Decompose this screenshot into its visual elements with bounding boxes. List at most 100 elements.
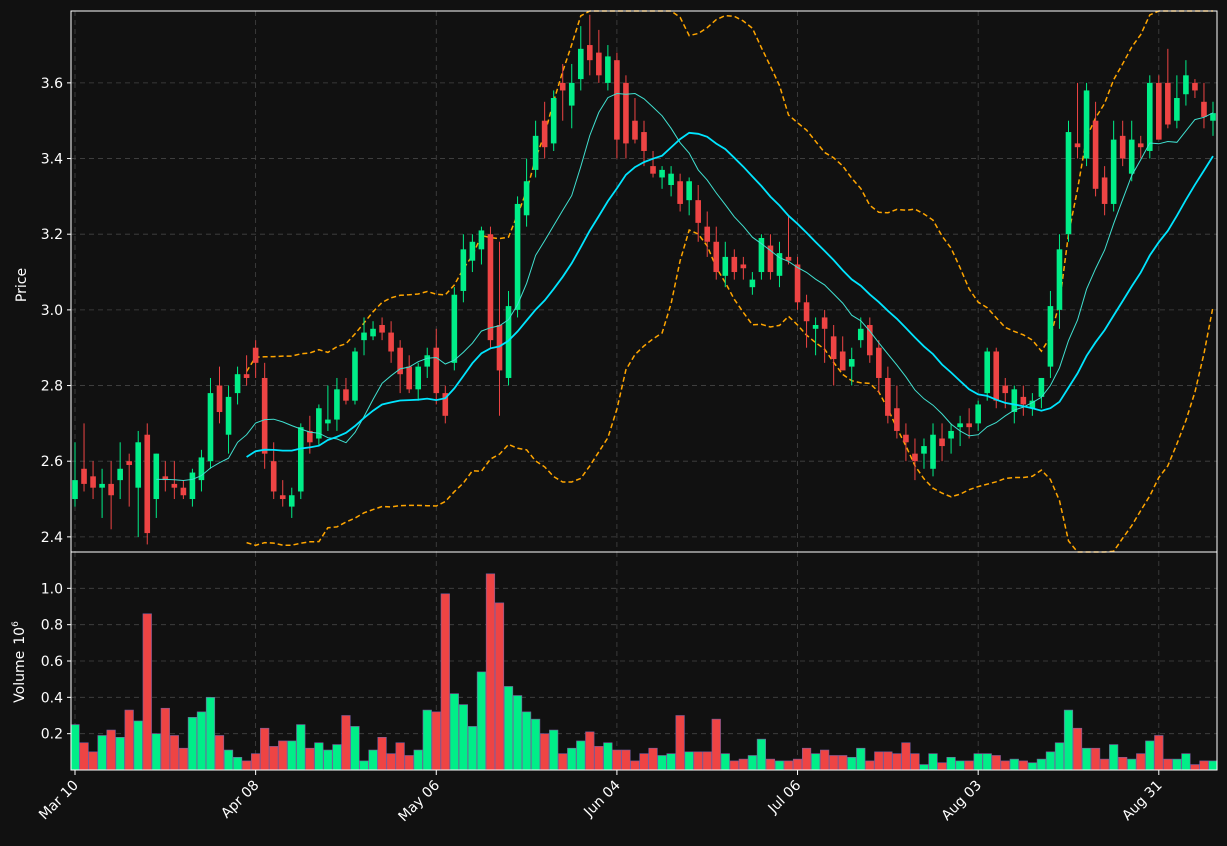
candle-body [406,366,412,390]
candle-body [162,476,169,481]
volume-bar [1045,751,1056,771]
candle-body [180,487,187,496]
volume-bar [1163,758,1173,771]
volume-bar [747,755,757,771]
volume-bar [684,751,694,771]
candle-body [72,480,78,500]
candle-body [442,393,449,416]
volume-bar [612,749,622,771]
volume-bar [368,749,378,771]
volume-exponent-power: 6 [11,621,21,627]
volume-bar [738,758,748,771]
candle-body [830,336,837,360]
volume-bar [675,715,685,771]
candle-body [496,325,503,371]
volume-bar [910,753,920,771]
candle-body [794,264,801,303]
ma-slow-line [246,131,1214,458]
volume-bar [440,593,450,771]
candle-body [686,181,692,201]
candle-body [189,472,196,500]
candle-body [722,256,729,276]
volume-bar [919,764,929,771]
volume-bar [1100,758,1110,771]
volume-bar [359,760,369,771]
volume-bar [829,755,839,771]
volume-bar [1090,747,1101,771]
candle-body [857,328,864,341]
volume-bar [196,711,207,771]
volume-bar [693,751,703,771]
candle-body [1128,139,1135,174]
volume-bar [540,733,550,771]
volume-bar [1127,758,1137,771]
candle-body [1083,90,1090,159]
volume-bar [133,720,143,771]
price-tick-label: 2.6 [41,454,63,470]
candle-body [632,120,638,140]
candle-body [1156,82,1162,140]
candle-body [460,249,467,291]
candle-body [704,226,711,242]
candle-body [81,468,87,484]
volume-bar [296,724,306,771]
candle-body [1038,377,1045,397]
volume-bar [422,709,432,771]
volume-bar [124,709,134,771]
volume-bar [1118,756,1128,771]
volume-bar [1036,758,1046,771]
candle-body [252,347,259,363]
candle-body [1002,385,1009,394]
price-tick-label: 2.4 [41,530,63,546]
candle-body [379,325,385,333]
volume-bar [928,753,938,771]
volume-bar [1181,753,1191,771]
price-axis-label: Price [14,268,30,302]
volume-bar [621,749,631,771]
candle-body [993,351,1000,401]
candle-body [424,355,431,367]
volume-bar [847,756,857,771]
volume-bar [521,711,532,771]
candle-body [749,279,756,288]
candle-body [885,377,891,416]
candle-body [668,173,674,186]
volume-bar [702,751,712,771]
volume-bar [187,717,198,771]
volume-bar [1154,735,1164,771]
volume-bar [458,704,468,771]
volume-bar [305,747,315,771]
volume-bar [88,751,98,771]
candle-body [325,419,331,424]
volume-bar [323,749,333,771]
volume-bar [332,744,342,771]
candle-body [433,347,440,394]
candle-body [388,332,394,352]
volume-bar [865,760,875,771]
candle-body [1011,389,1018,413]
candle-body [848,359,855,367]
candle-body [1192,82,1198,91]
volume-bar [892,753,902,771]
volume-tick-label: 0.6 [41,654,63,670]
candle-body [523,181,530,216]
volume-bar [792,758,803,771]
candle-body [930,434,936,469]
volume-bar [874,751,884,771]
candle-body [108,483,114,496]
candle-body [514,203,521,310]
candle-body [641,132,647,151]
volume-bar [214,735,225,771]
volume-bar [549,729,559,771]
volume-bar [1136,753,1146,771]
volume-bar [1199,760,1209,771]
candle-body [903,434,909,443]
candle-body [225,396,232,435]
volume-bar [531,718,541,771]
volume-bar [115,736,125,771]
candle-body [1020,396,1027,405]
volume-bar [594,746,604,771]
volume-bar [314,742,324,771]
volume-bar [178,747,188,771]
